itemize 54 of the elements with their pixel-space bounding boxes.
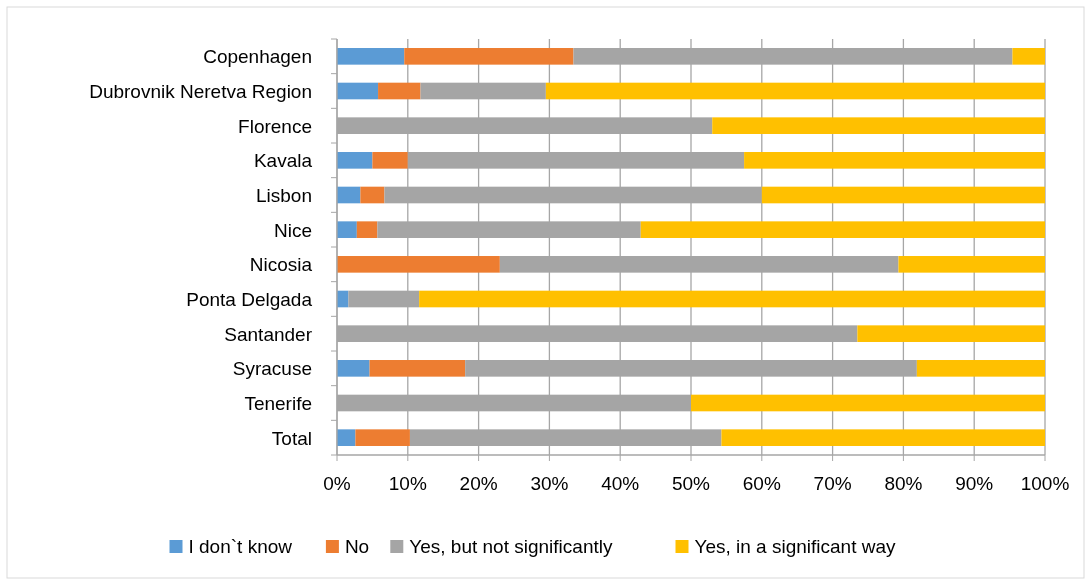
bar bbox=[337, 221, 357, 238]
x-tick-label: 10% bbox=[388, 473, 427, 494]
bar bbox=[337, 152, 373, 169]
bar bbox=[360, 186, 385, 204]
legend-label: No bbox=[344, 536, 370, 557]
bar bbox=[369, 360, 466, 377]
x-tick-label: 40% bbox=[601, 473, 640, 494]
bar bbox=[916, 360, 1045, 377]
bar bbox=[898, 256, 1045, 273]
bar bbox=[337, 186, 361, 204]
x-tick-label: 90% bbox=[955, 473, 994, 494]
y-tick-label: Dubrovnik Neretva Region bbox=[89, 81, 312, 102]
bar bbox=[337, 82, 379, 100]
bar bbox=[712, 117, 1045, 134]
x-tick-label: 70% bbox=[813, 473, 852, 494]
legend-label: Yes, in a significant way bbox=[694, 536, 897, 557]
bar bbox=[545, 82, 1045, 100]
x-tick-label: 50% bbox=[671, 473, 711, 494]
y-tick-label: Tenerife bbox=[244, 393, 312, 414]
y-tick-label: Nice bbox=[273, 219, 312, 241]
bar bbox=[640, 221, 1045, 238]
y-tick-label: Lisbon bbox=[256, 185, 312, 206]
y-tick-label: Kavala bbox=[253, 150, 313, 172]
bar bbox=[691, 394, 1045, 412]
bar bbox=[356, 221, 378, 238]
bar bbox=[721, 429, 1045, 446]
x-tick-label: 20% bbox=[459, 473, 498, 494]
x-tick-label: 0% bbox=[323, 473, 351, 494]
bar bbox=[372, 152, 408, 169]
x-tick-label: 100% bbox=[1020, 473, 1070, 494]
y-tick-label: Florence bbox=[238, 115, 312, 137]
y-tick-label: Ponta Delgada bbox=[186, 289, 313, 310]
x-tick-label: 30% bbox=[530, 473, 569, 494]
x-tick-label: 80% bbox=[884, 473, 923, 494]
bar bbox=[355, 429, 410, 446]
legend-label: I don`t know bbox=[188, 536, 293, 557]
bar bbox=[419, 290, 1045, 308]
y-tick-label: Nicosia bbox=[249, 254, 313, 276]
y-tick-label: Santander bbox=[224, 323, 313, 345]
bar bbox=[337, 256, 500, 273]
y-tick-label: Copenhagen bbox=[203, 46, 312, 68]
y-tick-label: Syracuse bbox=[232, 358, 312, 380]
bar bbox=[761, 186, 1045, 204]
bar bbox=[337, 429, 356, 446]
bar bbox=[337, 48, 405, 65]
bar bbox=[404, 48, 574, 65]
legend-label: Yes, but not significantly bbox=[409, 536, 613, 557]
bar bbox=[857, 325, 1045, 342]
bar bbox=[1012, 48, 1045, 65]
x-tick-label: 60% bbox=[742, 473, 781, 494]
bar bbox=[337, 360, 370, 377]
bar bbox=[744, 152, 1045, 169]
bar bbox=[378, 82, 421, 100]
y-tick-label: Total bbox=[271, 427, 312, 449]
